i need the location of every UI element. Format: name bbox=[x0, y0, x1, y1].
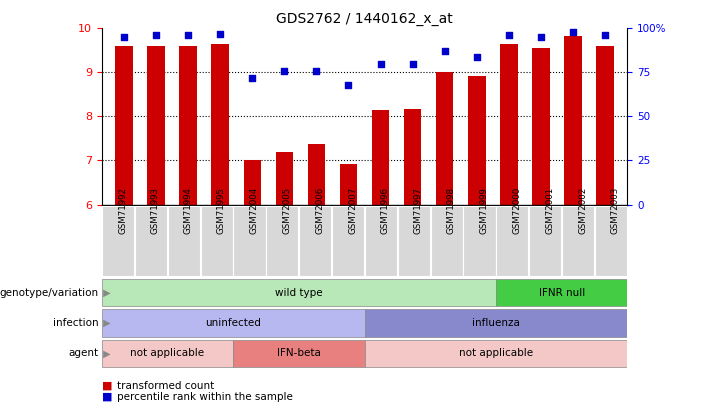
FancyBboxPatch shape bbox=[299, 206, 332, 276]
Title: GDS2762 / 1440162_x_at: GDS2762 / 1440162_x_at bbox=[276, 12, 453, 26]
FancyBboxPatch shape bbox=[397, 206, 430, 276]
FancyBboxPatch shape bbox=[102, 279, 496, 306]
Text: GSM72006: GSM72006 bbox=[315, 187, 325, 234]
Bar bbox=[404, 109, 421, 205]
FancyBboxPatch shape bbox=[463, 206, 496, 276]
Point bbox=[407, 60, 418, 67]
Bar bbox=[372, 110, 389, 205]
FancyBboxPatch shape bbox=[102, 340, 233, 367]
FancyBboxPatch shape bbox=[365, 340, 627, 367]
Text: GSM72001: GSM72001 bbox=[545, 187, 554, 234]
Bar bbox=[212, 44, 229, 205]
FancyBboxPatch shape bbox=[430, 206, 463, 276]
Point bbox=[215, 30, 226, 37]
FancyBboxPatch shape bbox=[233, 340, 365, 367]
Point bbox=[182, 32, 193, 38]
Text: GSM72002: GSM72002 bbox=[578, 187, 587, 234]
Text: GSM71994: GSM71994 bbox=[184, 187, 193, 234]
Bar bbox=[275, 151, 293, 205]
Bar bbox=[564, 36, 582, 205]
Text: percentile rank within the sample: percentile rank within the sample bbox=[117, 392, 293, 402]
Point bbox=[536, 34, 547, 40]
Point bbox=[118, 34, 130, 40]
Bar bbox=[340, 164, 358, 205]
Text: ▶: ▶ bbox=[100, 288, 110, 298]
Point bbox=[471, 53, 482, 60]
FancyBboxPatch shape bbox=[332, 206, 365, 276]
Text: GSM71995: GSM71995 bbox=[217, 187, 226, 234]
Text: GSM71999: GSM71999 bbox=[479, 187, 489, 234]
Bar bbox=[147, 46, 165, 205]
Text: IFNR null: IFNR null bbox=[538, 288, 585, 298]
Bar bbox=[115, 46, 133, 205]
Bar bbox=[468, 76, 486, 205]
FancyBboxPatch shape bbox=[168, 206, 200, 276]
FancyBboxPatch shape bbox=[102, 206, 134, 276]
Text: not applicable: not applicable bbox=[130, 348, 205, 358]
Bar bbox=[532, 48, 550, 205]
Text: ▶: ▶ bbox=[100, 318, 110, 328]
FancyBboxPatch shape bbox=[233, 206, 266, 276]
FancyBboxPatch shape bbox=[529, 206, 562, 276]
FancyBboxPatch shape bbox=[200, 206, 233, 276]
Point bbox=[375, 60, 386, 67]
Text: GSM72004: GSM72004 bbox=[250, 187, 259, 234]
FancyBboxPatch shape bbox=[365, 206, 397, 276]
Point bbox=[279, 67, 290, 74]
FancyBboxPatch shape bbox=[496, 206, 529, 276]
Text: ■: ■ bbox=[102, 381, 112, 390]
Bar bbox=[436, 72, 454, 205]
Text: GSM72005: GSM72005 bbox=[283, 187, 292, 234]
Text: GSM72007: GSM72007 bbox=[348, 187, 357, 234]
FancyBboxPatch shape bbox=[102, 309, 365, 337]
Bar bbox=[596, 46, 614, 205]
Point bbox=[439, 48, 450, 55]
FancyBboxPatch shape bbox=[135, 206, 167, 276]
Text: GSM71992: GSM71992 bbox=[118, 187, 127, 234]
FancyBboxPatch shape bbox=[365, 309, 627, 337]
Text: GSM72000: GSM72000 bbox=[512, 187, 522, 234]
Text: genotype/variation: genotype/variation bbox=[0, 288, 98, 298]
Bar bbox=[308, 144, 325, 205]
Point bbox=[503, 32, 515, 38]
Text: agent: agent bbox=[68, 348, 98, 358]
FancyBboxPatch shape bbox=[562, 206, 594, 276]
Text: not applicable: not applicable bbox=[459, 348, 533, 358]
Point bbox=[311, 67, 322, 74]
Text: influenza: influenza bbox=[472, 318, 520, 328]
Point bbox=[567, 29, 578, 35]
Text: uninfected: uninfected bbox=[205, 318, 261, 328]
Text: GSM72003: GSM72003 bbox=[611, 187, 620, 234]
Point bbox=[343, 81, 354, 88]
Bar bbox=[500, 44, 517, 205]
Point bbox=[151, 32, 162, 38]
Text: infection: infection bbox=[53, 318, 98, 328]
FancyBboxPatch shape bbox=[496, 279, 627, 306]
Text: GSM71998: GSM71998 bbox=[447, 187, 456, 234]
Point bbox=[599, 32, 611, 38]
Text: transformed count: transformed count bbox=[117, 381, 215, 390]
Text: GSM71993: GSM71993 bbox=[151, 187, 160, 234]
FancyBboxPatch shape bbox=[266, 206, 299, 276]
FancyBboxPatch shape bbox=[595, 206, 627, 276]
Text: ▶: ▶ bbox=[100, 348, 110, 358]
Text: GSM71997: GSM71997 bbox=[414, 187, 423, 234]
Text: IFN-beta: IFN-beta bbox=[277, 348, 321, 358]
Bar bbox=[243, 160, 261, 205]
Text: ■: ■ bbox=[102, 392, 112, 402]
Bar bbox=[179, 46, 197, 205]
Point bbox=[247, 75, 258, 81]
Text: wild type: wild type bbox=[275, 288, 322, 298]
Text: GSM71996: GSM71996 bbox=[381, 187, 390, 234]
